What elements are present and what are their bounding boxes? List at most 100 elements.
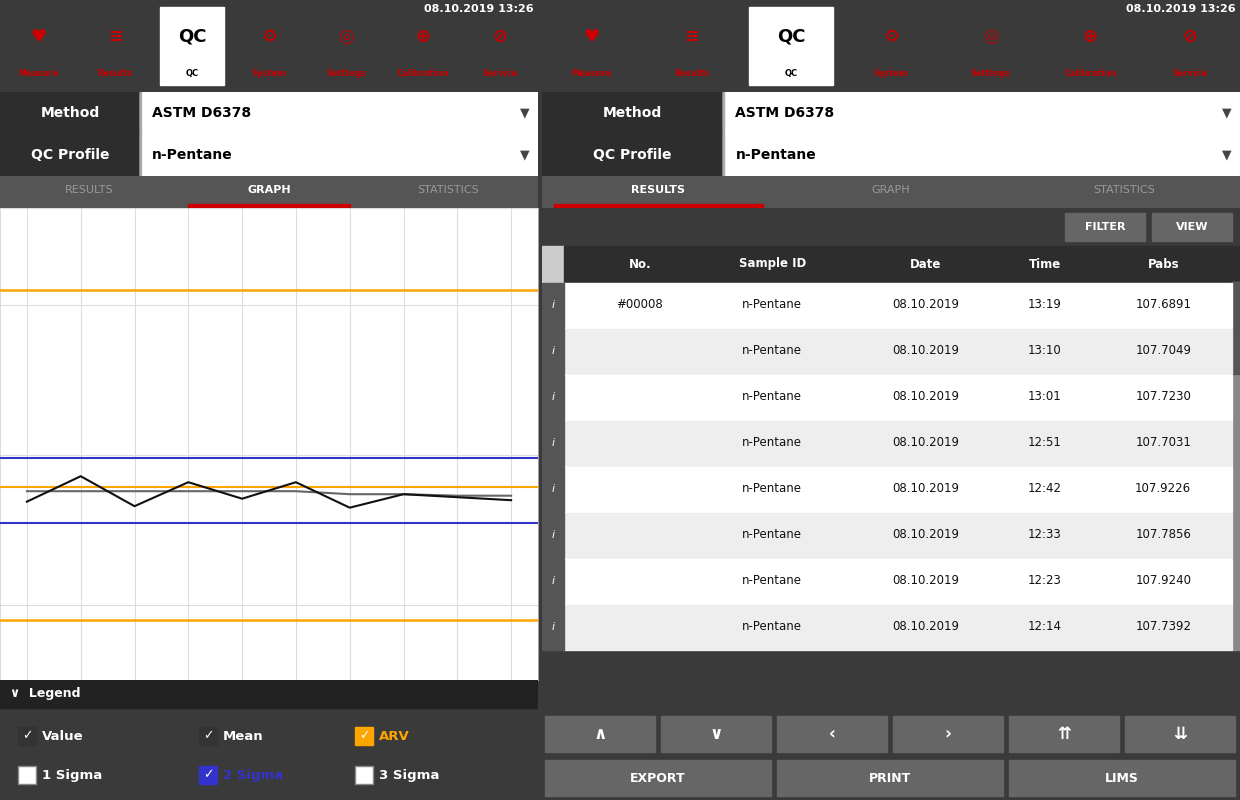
Text: RESULTS: RESULTS	[631, 186, 686, 195]
Bar	[1233, 282, 1240, 374]
Text: 08.10.2019: 08.10.2019	[893, 529, 960, 542]
Text: i: i	[552, 392, 554, 402]
Bar	[1009, 716, 1118, 752]
Bar	[564, 421, 1233, 466]
Text: 107.9226: 107.9226	[1135, 482, 1192, 495]
Bar	[140, 92, 537, 134]
Bar	[542, 605, 564, 650]
Text: Calibration: Calibration	[1064, 69, 1117, 78]
Text: Time: Time	[1028, 258, 1060, 270]
Text: QC: QC	[777, 28, 806, 46]
Text: #00008: #00008	[616, 298, 663, 311]
Text: Method: Method	[603, 106, 662, 120]
Bar	[564, 559, 1233, 604]
Bar	[777, 716, 887, 752]
Text: ✓: ✓	[203, 730, 213, 742]
Text: ›: ›	[945, 725, 951, 743]
Text: Measure: Measure	[19, 69, 58, 78]
Text: ⊘: ⊘	[492, 28, 507, 46]
Text: ⇈: ⇈	[1056, 725, 1071, 743]
Text: ▼: ▼	[1223, 149, 1233, 162]
Text: ▼: ▼	[521, 106, 529, 119]
Bar	[542, 92, 723, 134]
Text: 107.7856: 107.7856	[1136, 529, 1192, 542]
Text: Value: Value	[42, 730, 83, 742]
Bar	[893, 716, 1003, 752]
Bar	[542, 375, 564, 420]
Text: LIMS: LIMS	[1105, 771, 1138, 785]
Bar	[723, 92, 1240, 134]
Text: ♥: ♥	[30, 28, 46, 46]
Bar	[0, 680, 538, 708]
Text: Results: Results	[98, 69, 133, 78]
Text: ▼: ▼	[1223, 106, 1233, 119]
Text: 08.10.2019 13:26: 08.10.2019 13:26	[424, 4, 534, 14]
Text: i: i	[552, 438, 554, 448]
Text: QC Profile: QC Profile	[594, 148, 672, 162]
Text: QC Profile: QC Profile	[31, 148, 109, 162]
Bar	[564, 513, 1233, 558]
Text: ♥: ♥	[584, 28, 600, 46]
Text: 08.10.2019: 08.10.2019	[893, 437, 960, 450]
Bar	[542, 513, 564, 558]
Text: 12:14: 12:14	[1028, 621, 1061, 634]
Text: ≡: ≡	[108, 28, 123, 46]
Bar	[564, 467, 1233, 512]
Text: Service: Service	[1173, 69, 1208, 78]
Text: 107.6891: 107.6891	[1136, 298, 1192, 311]
Text: n-Pentane: n-Pentane	[743, 437, 802, 450]
Bar	[1152, 213, 1233, 241]
Text: 08.10.2019: 08.10.2019	[893, 345, 960, 358]
Bar	[1125, 716, 1235, 752]
Text: i: i	[552, 484, 554, 494]
Bar	[355, 727, 373, 745]
Text: 1 Sigma: 1 Sigma	[42, 769, 102, 782]
Text: n-Pentane: n-Pentane	[151, 148, 233, 162]
Text: ≡: ≡	[684, 28, 699, 46]
Text: i: i	[552, 346, 554, 356]
Text: 13:01: 13:01	[1028, 390, 1061, 403]
Bar	[188, 204, 350, 208]
Text: 12:33: 12:33	[1028, 529, 1061, 542]
Text: 12:23: 12:23	[1028, 574, 1061, 587]
Text: Measure: Measure	[572, 69, 613, 78]
Text: 08.10.2019: 08.10.2019	[893, 298, 960, 311]
Bar	[546, 716, 655, 752]
Text: QC: QC	[186, 69, 198, 78]
Text: System: System	[252, 69, 286, 78]
Text: 13:19: 13:19	[1028, 298, 1061, 311]
Text: i: i	[552, 530, 554, 540]
Bar	[546, 760, 771, 796]
Bar	[749, 7, 833, 85]
Bar	[1065, 213, 1145, 241]
Bar	[200, 727, 217, 745]
Bar	[542, 283, 564, 328]
Text: ▼: ▼	[521, 149, 529, 162]
Bar	[542, 329, 564, 374]
Text: 107.7049: 107.7049	[1136, 345, 1192, 358]
Text: STATISTICS: STATISTICS	[418, 186, 479, 195]
Text: QC: QC	[177, 28, 206, 46]
Bar	[564, 605, 1233, 650]
Bar	[564, 246, 1240, 282]
Text: ⊕: ⊕	[415, 28, 430, 46]
Bar	[564, 375, 1233, 420]
Text: GRAPH: GRAPH	[247, 186, 291, 195]
Text: ⇊: ⇊	[1173, 725, 1187, 743]
Text: ✓: ✓	[22, 730, 32, 742]
Text: ⚙: ⚙	[260, 28, 277, 46]
Text: ∨: ∨	[709, 725, 723, 743]
Text: n-Pentane: n-Pentane	[743, 529, 802, 542]
Text: 107.7230: 107.7230	[1136, 390, 1192, 403]
Text: 107.7031: 107.7031	[1136, 437, 1192, 450]
Bar	[140, 134, 537, 176]
Bar	[723, 134, 1240, 176]
Text: Sample ID: Sample ID	[739, 258, 806, 270]
Bar	[19, 766, 36, 784]
Text: ⊕: ⊕	[1083, 28, 1097, 46]
Text: i: i	[552, 576, 554, 586]
Text: 12:51: 12:51	[1028, 437, 1061, 450]
Text: Settings: Settings	[971, 69, 1011, 78]
Text: RESULTS: RESULTS	[66, 186, 114, 195]
Text: n-Pentane: n-Pentane	[743, 574, 802, 587]
